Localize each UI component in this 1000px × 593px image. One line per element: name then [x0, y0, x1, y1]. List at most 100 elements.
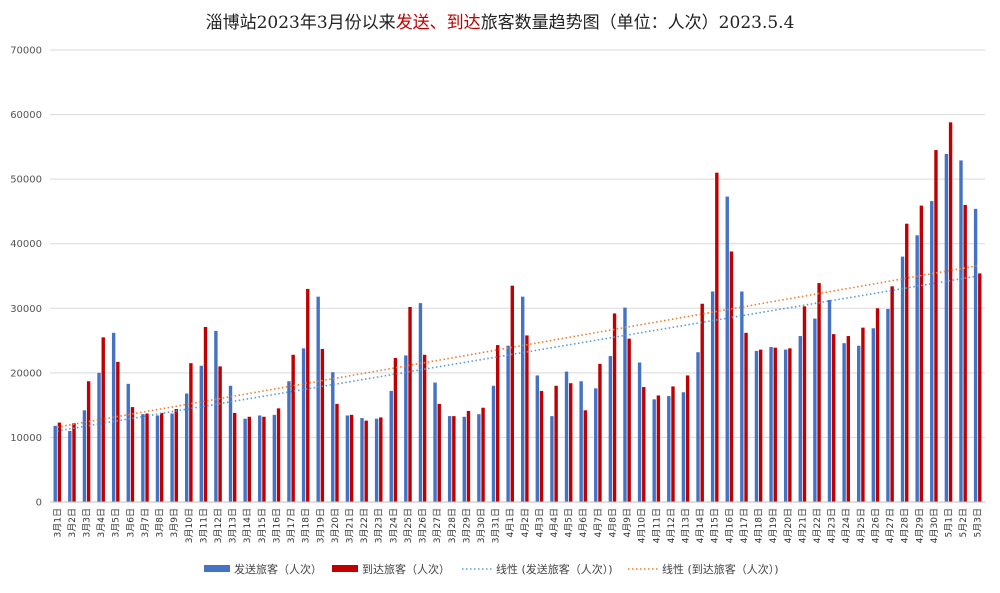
x-tick-label: 3月4日: [96, 508, 107, 537]
bar-arrived: [948, 122, 953, 502]
bar-sent: [886, 308, 890, 502]
bar-arrived: [408, 306, 412, 502]
bar-sent: [184, 393, 189, 502]
bar-sent: [783, 349, 788, 502]
bar-arrived: [788, 348, 792, 502]
x-tick-label: 4月29日: [914, 508, 925, 543]
x-tick-label: 3月13日: [228, 508, 239, 543]
bar-sent: [141, 414, 145, 502]
legend-item-arrived-label: 到达旅客（人次）: [362, 562, 450, 576]
bar-sent: [623, 307, 627, 502]
legend-item-sent-trend-label: 线性 (发送旅客（人次）): [496, 562, 613, 576]
bar-sent: [126, 383, 130, 502]
bar-sent: [550, 416, 554, 502]
x-tick-label: 3月3日: [82, 508, 93, 537]
bar-sent: [345, 415, 350, 502]
bar-sent: [769, 347, 773, 502]
x-tick-label: 3月25日: [403, 508, 414, 543]
x-tick-label: 3月22日: [359, 508, 370, 543]
x-tick-label: 4月14日: [695, 508, 706, 543]
bar-arrived: [700, 303, 704, 502]
bar-arrived: [276, 408, 281, 502]
bar-arrived: [247, 416, 252, 502]
bar-arrived: [174, 409, 178, 502]
bar-arrived: [656, 395, 661, 502]
bar-arrived: [218, 366, 222, 502]
bar-sent: [447, 416, 452, 502]
bar-sent: [331, 372, 335, 502]
x-tick-label: 3月11日: [198, 508, 209, 543]
bar-sent: [754, 350, 759, 502]
x-tick-label: 3月28日: [447, 508, 458, 543]
bar-arrived: [510, 285, 514, 502]
chart-title-part3: 旅客数量趋势图（单位：人次）2023.5.4: [480, 13, 795, 33]
bar-sent: [798, 336, 802, 502]
x-tick-label: 3月12日: [213, 508, 224, 543]
bar-sent: [652, 399, 656, 502]
x-tick-label: 3月15日: [257, 508, 268, 543]
bar-arrived: [729, 251, 734, 502]
bar-sent: [243, 418, 247, 502]
legend-item-arrived-trend-label: 线性 (到达旅客（人次）): [662, 562, 779, 576]
bar-arrived: [452, 416, 456, 502]
bar-arrived: [145, 413, 149, 502]
bar-sent: [214, 330, 218, 502]
bar-arrived: [422, 354, 427, 502]
y-tick-label: 30000: [10, 304, 42, 315]
y-tick-label: 70000: [10, 46, 42, 57]
bar-sent: [594, 388, 598, 502]
x-tick-label: 4月8日: [607, 508, 618, 537]
x-tick-label: 3月24日: [388, 508, 399, 543]
bar-arrived: [890, 286, 894, 502]
x-tick-label: 4月3日: [534, 508, 545, 537]
x-tick-label: 4月12日: [666, 508, 677, 543]
bar-sent: [491, 385, 496, 502]
x-tick-label: 3月21日: [344, 508, 355, 543]
bar-sent: [316, 296, 320, 502]
bar-sent: [258, 415, 262, 502]
x-tick-label: 4月5日: [564, 508, 575, 537]
x-tick-label: 4月16日: [724, 508, 735, 543]
x-tick-label: 4月13日: [681, 508, 692, 543]
bar-arrived: [978, 273, 982, 502]
bar-sent: [418, 303, 423, 502]
bar-arrived: [773, 347, 777, 502]
bar-arrived: [934, 150, 938, 503]
bar-sent: [301, 348, 306, 502]
legend-item-sent-swatch: [204, 565, 230, 572]
bar-sent: [155, 415, 160, 502]
bar-arrived: [612, 313, 617, 502]
y-tick-label: 60000: [10, 110, 42, 121]
bar-arrived: [86, 381, 91, 502]
bar-sent: [97, 372, 101, 502]
bar-arrived: [598, 363, 602, 502]
x-tick-label: 4月25日: [856, 508, 867, 543]
bar-sent: [710, 291, 715, 502]
x-tick-label: 5月2日: [958, 508, 969, 537]
bar-sent: [579, 381, 583, 502]
bar-arrived: [846, 336, 851, 502]
bar-arrived: [744, 332, 748, 502]
y-tick-label: 40000: [10, 239, 42, 250]
bar-sent: [433, 382, 437, 502]
x-tick-label: 3月17日: [286, 508, 297, 543]
bar-arrived: [963, 204, 967, 502]
bar-arrived: [919, 205, 924, 503]
x-tick-label: 3月16日: [271, 508, 282, 543]
x-tick-label: 3月31日: [491, 508, 502, 543]
bar-sent: [959, 160, 963, 502]
bar-arrived: [481, 407, 485, 502]
bar-sent: [535, 375, 540, 502]
x-tick-label: 3月8日: [155, 508, 166, 537]
bar-arrived: [525, 335, 529, 502]
bar-sent: [827, 299, 832, 502]
bar-sent: [199, 365, 203, 502]
bar-sent: [360, 418, 364, 502]
bar-arrived: [875, 308, 880, 502]
x-tick-label: 4月10日: [637, 508, 648, 543]
bar-sent: [53, 425, 57, 502]
bar-sent: [944, 153, 949, 502]
chart-title-part1: 淄博站2023年3月份以来: [205, 13, 396, 33]
bar-arrived: [291, 354, 295, 502]
